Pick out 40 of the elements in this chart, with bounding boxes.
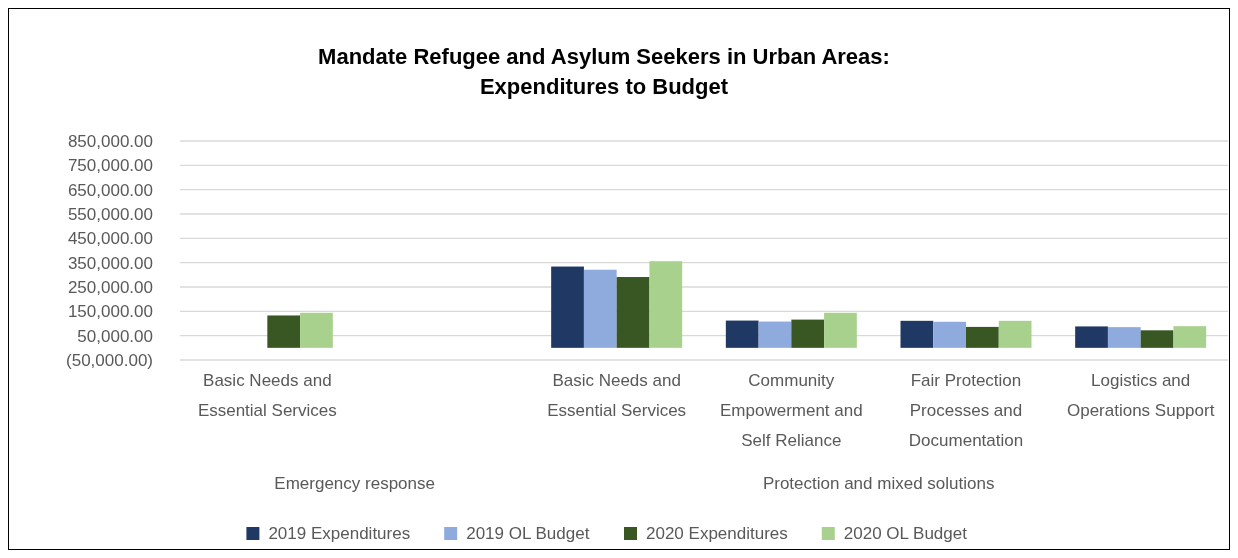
y-tick-label: 50,000.00 xyxy=(77,326,153,346)
bar xyxy=(725,320,759,348)
bar xyxy=(1140,330,1174,348)
bar xyxy=(267,315,301,348)
bar xyxy=(300,312,333,348)
text: Emergency response xyxy=(274,474,435,493)
legend-label: 2019 OL Budget xyxy=(466,524,590,543)
y-tick-label: 350,000.00 xyxy=(67,253,153,273)
bar xyxy=(998,320,1032,348)
x-tick-label: Logistics and Operations Support xyxy=(1066,371,1215,420)
bar xyxy=(900,320,934,348)
bar xyxy=(966,326,999,348)
bar xyxy=(824,312,857,348)
bar xyxy=(791,319,825,348)
bar xyxy=(649,261,683,348)
legend-label: 2020 Expenditures xyxy=(646,524,788,543)
y-tick-label: (50,000.00) xyxy=(66,350,153,370)
y-tick-label: 550,000.00 xyxy=(67,204,153,224)
x-tick-label: Basic Needs and Essential Services xyxy=(197,371,337,420)
text: Protection and mixed solutions xyxy=(762,474,995,493)
y-tick-label: 450,000.00 xyxy=(67,229,153,249)
bar xyxy=(1173,326,1207,348)
y-tick-label: 150,000.00 xyxy=(67,302,153,322)
bar xyxy=(616,277,650,348)
bar xyxy=(1075,326,1108,348)
chart-title: Mandate Refugee and Asylum Seekers in Urban Areas: Expenditures to Budget xyxy=(318,44,890,99)
x-tick-label: Community Empowerment and Self Reliance xyxy=(719,371,863,450)
bar xyxy=(1107,327,1141,348)
y-tick-label: 650,000.00 xyxy=(67,180,153,200)
bar xyxy=(583,269,617,348)
legend-label: 2020 OL Budget xyxy=(843,524,968,543)
x-tick-label: Basic Needs and Essential Services xyxy=(547,371,687,420)
y-tick-label: 250,000.00 xyxy=(67,277,153,297)
y-tick-label: 850,000.00 xyxy=(67,131,153,151)
bar xyxy=(758,321,792,348)
legend-label: 2019 Expenditures xyxy=(268,524,411,543)
bar xyxy=(933,321,966,348)
x-tick-label: Fair Protection Processes and Documentation xyxy=(908,371,1024,450)
y-tick-label: 750,000.00 xyxy=(67,156,153,176)
bar xyxy=(551,266,584,348)
